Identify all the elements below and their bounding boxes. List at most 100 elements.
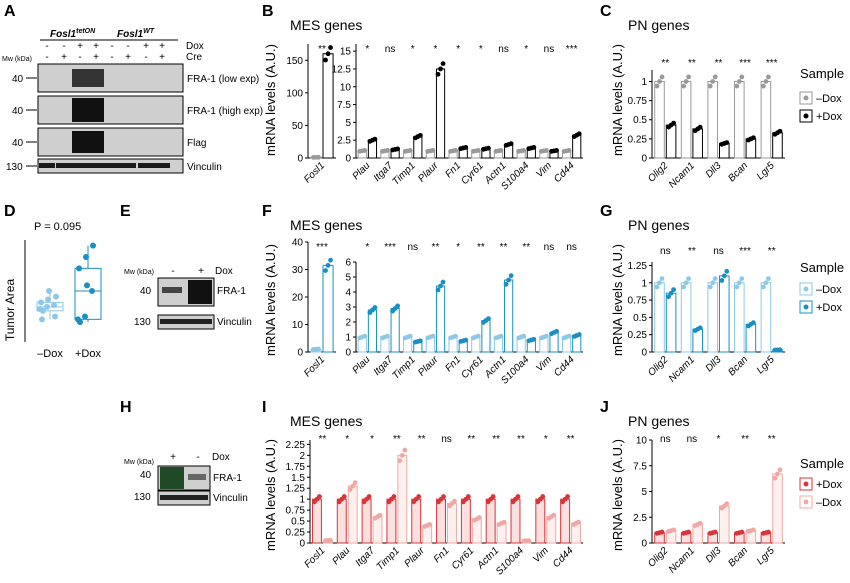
bar xyxy=(546,516,557,544)
legend-j-entry-2: –Dox xyxy=(816,497,842,509)
data-point xyxy=(417,132,423,138)
d-xtick-pos: +Dox xyxy=(75,348,101,360)
e-mw-130: 130 xyxy=(134,317,151,328)
legend-g: Sample –Dox +Dox xyxy=(799,260,844,314)
data-point xyxy=(576,332,582,337)
significance-label: * xyxy=(456,44,460,55)
blot-label: Flag xyxy=(187,138,206,149)
significance-label: ** xyxy=(522,242,530,253)
data-point xyxy=(397,458,403,463)
y-tick-label: 0.25 xyxy=(286,528,306,539)
data-point xyxy=(761,83,766,89)
y-tick-label: 0.75 xyxy=(628,96,648,107)
x-tick-label: Bcan xyxy=(726,354,750,378)
data-point xyxy=(766,276,771,282)
panel-letter-e: E xyxy=(120,203,131,220)
blot-band xyxy=(88,163,104,168)
significance-label: ** xyxy=(492,434,500,445)
y-tick-label: 0.5 xyxy=(291,517,305,528)
legend-c-dot-2 xyxy=(803,113,809,119)
significance-label: ** xyxy=(661,58,669,69)
data-point xyxy=(508,273,514,279)
x-tick-label: Olig2 xyxy=(646,160,671,185)
data-point xyxy=(83,254,89,260)
x-tick-label: Lgr5 xyxy=(755,354,777,376)
blot-band xyxy=(88,69,104,87)
c-title: PN genes xyxy=(628,17,689,33)
mw-label: Mw (kDa) xyxy=(2,56,32,63)
y-tick-label: 50 xyxy=(292,121,304,132)
blot-band xyxy=(39,163,55,168)
significance-label: ** xyxy=(318,44,326,55)
e-fra1-label: FRA-1 xyxy=(217,286,246,297)
bar xyxy=(435,285,446,353)
d-y-axis-label: Tumor Area xyxy=(3,279,17,342)
b-y-axis-label: mRNA levels (A.U.) xyxy=(263,44,278,156)
data-point xyxy=(659,74,665,80)
significance-label: ns xyxy=(407,242,418,253)
data-point xyxy=(750,320,756,326)
legend-g-entry-2: +Dox xyxy=(816,302,842,314)
legend-j-dot-2 xyxy=(803,499,809,505)
significance-label: ns xyxy=(713,246,724,257)
bar xyxy=(560,498,571,544)
dox-sign-row: - - + + - - + + xyxy=(45,41,165,52)
blot-band xyxy=(72,131,88,153)
legend-c-title: Sample xyxy=(800,66,844,81)
x-tick-label: Plaur xyxy=(416,160,441,185)
y-tick-label: 30 xyxy=(292,265,304,276)
data-point xyxy=(540,494,546,499)
data-point xyxy=(697,124,703,130)
bar xyxy=(435,68,446,159)
bar xyxy=(680,282,692,353)
significance-label: ns xyxy=(544,242,555,253)
legend-g-entry-1: –Dox xyxy=(816,284,842,296)
y-tick-label: 6 xyxy=(345,258,351,269)
i-title: MES genes xyxy=(290,413,362,429)
dox-sign: - xyxy=(45,41,48,52)
data-point xyxy=(719,278,725,283)
cre-sign-row: - + - + - + - + xyxy=(45,52,165,63)
chart-f-right: 0123456Plau*Itga7***Timp1nsPlaur**Fn1*Cy… xyxy=(345,242,583,387)
blot-band xyxy=(56,163,72,168)
significance-label: ** xyxy=(319,434,327,445)
data-point xyxy=(316,154,321,160)
significance-label: * xyxy=(524,44,528,55)
data-point xyxy=(697,325,703,331)
y-tick-label: 1.75 xyxy=(286,462,306,473)
bar xyxy=(361,498,372,544)
data-point xyxy=(766,74,771,80)
significance-label: * xyxy=(370,434,374,445)
x-tick-label: Cd44 xyxy=(551,545,576,570)
data-point xyxy=(76,265,82,272)
panel-h-western-blot: + - Dox Mw (kDa) 40 FRA-1 130 Vinculin xyxy=(124,452,248,506)
blot-band xyxy=(72,163,88,168)
data-point xyxy=(521,333,527,339)
bar xyxy=(311,498,322,544)
data-point xyxy=(430,148,436,153)
data-point xyxy=(427,522,433,527)
y-tick-label: 0.5 xyxy=(633,313,647,324)
y-tick-label: 4 xyxy=(345,288,351,299)
bar xyxy=(411,498,422,544)
significance-label: ** xyxy=(477,242,485,253)
legend-j-entry-1: +Dox xyxy=(816,479,842,491)
h-sign-neg: - xyxy=(196,452,199,463)
data-point xyxy=(325,262,331,268)
data-point xyxy=(440,61,446,66)
cre-sign: - xyxy=(110,52,113,63)
data-point xyxy=(531,336,537,342)
y-tick-label: 10 xyxy=(636,436,648,447)
data-point xyxy=(44,303,50,310)
j-y-axis-label: mRNA levels (A.U.) xyxy=(610,439,625,551)
significance-label: ** xyxy=(393,434,401,445)
blot-band xyxy=(88,98,104,122)
significance-label: * xyxy=(479,44,483,55)
legend-g-dot-1 xyxy=(803,286,809,292)
legend-j-dot-1 xyxy=(803,481,809,487)
data-point xyxy=(52,313,58,320)
x-tick-label: Plau xyxy=(330,545,352,567)
data-point xyxy=(681,83,687,89)
e-vinculin-band xyxy=(160,319,212,324)
data-point xyxy=(686,276,692,282)
